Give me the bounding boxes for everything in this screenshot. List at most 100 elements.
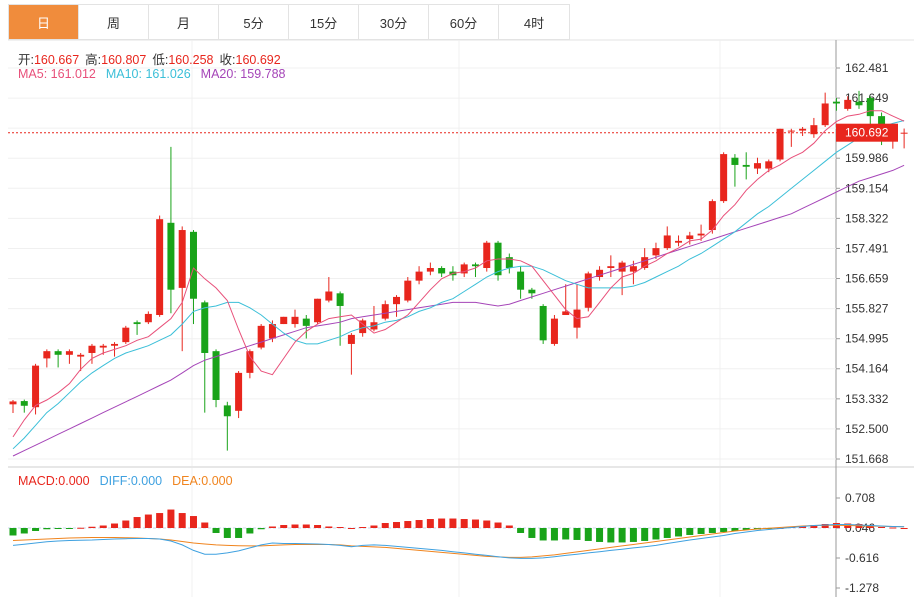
candle-body — [686, 235, 694, 240]
macd-histogram-bar — [122, 520, 130, 528]
tab-6[interactable]: 60分 — [429, 5, 499, 39]
candle-body — [821, 103, 829, 126]
candle-body — [460, 264, 468, 274]
macd-histogram-bar — [370, 525, 378, 528]
macd-histogram-bar — [866, 525, 874, 528]
candle-body — [426, 268, 434, 272]
ma-readout: MA5: 161.012 MA10: 161.026 MA20: 159.788 — [18, 67, 287, 81]
macd-histogram-bar — [517, 528, 525, 533]
candle-body — [483, 242, 491, 269]
macd-histogram-bar — [144, 514, 152, 528]
candle-body — [415, 271, 423, 281]
tab-0[interactable]: 日 — [9, 5, 79, 39]
macd-histogram-bar — [607, 528, 615, 543]
ma10-line — [12, 120, 905, 450]
macd-histogram-bar — [449, 518, 457, 528]
macd-histogram-bar — [900, 528, 908, 529]
price-tick-label: 153.332 — [845, 392, 889, 406]
macd-tick-label: -1.278 — [845, 581, 879, 595]
price-tick-label: 159.154 — [845, 181, 889, 195]
macd-histogram-bar — [460, 519, 468, 528]
candle-body — [629, 266, 637, 272]
macd-histogram-bar — [178, 513, 186, 528]
last-price-label: 160.692 — [845, 126, 889, 140]
macd-histogram-bar — [189, 516, 197, 528]
candle-body — [663, 235, 671, 249]
ma10-value: 161.026 — [145, 67, 191, 81]
open-label: 开: — [18, 53, 34, 67]
price-tick-label: 154.164 — [845, 362, 889, 376]
macd-histogram-bar — [426, 519, 434, 528]
macd-histogram-bar — [663, 528, 671, 538]
macd-histogram-bar — [291, 524, 299, 528]
candle-body — [246, 351, 254, 373]
tab-1[interactable]: 周 — [79, 5, 149, 39]
macd-histogram-bar — [629, 528, 637, 542]
candle-body — [776, 128, 784, 160]
macd-histogram-bar — [20, 528, 28, 534]
candle-body — [641, 257, 649, 269]
price-tick-label: 154.995 — [845, 332, 889, 346]
candle-body — [528, 289, 536, 294]
candle-body — [314, 298, 322, 323]
tab-2[interactable]: 月 — [149, 5, 219, 39]
candle-body — [122, 327, 130, 343]
macd-histogram-bar — [652, 528, 660, 540]
macd-histogram-bar — [697, 528, 705, 534]
tab-5[interactable]: 30分 — [359, 5, 429, 39]
macd-histogram-bar — [54, 528, 62, 529]
price-tick-label: 158.322 — [845, 211, 889, 225]
macd-histogram-bar — [212, 528, 220, 533]
macd-histogram-bar — [32, 528, 40, 531]
diff-label: DIFF: — [99, 474, 131, 488]
candle-body — [562, 311, 570, 316]
macd-tick-label: 0.708 — [845, 491, 875, 505]
candle-body — [144, 313, 152, 323]
macd-histogram-bar — [494, 522, 502, 528]
candle-body — [268, 324, 276, 339]
candle-body — [720, 154, 728, 202]
macd-histogram-bar — [415, 520, 423, 528]
candle-body — [43, 351, 51, 359]
macd-histogram-bar — [235, 528, 243, 538]
macd-histogram-bar — [302, 524, 310, 528]
tab-7[interactable]: 4时 — [523, 15, 545, 31]
candle-body — [787, 130, 795, 132]
candle-body — [257, 325, 265, 348]
high-value: 160.807 — [101, 53, 147, 67]
candle-body — [291, 316, 299, 325]
candle-body — [799, 128, 807, 131]
candle-body — [65, 351, 73, 355]
macd-histogram-bar — [596, 528, 604, 542]
price-tick-label: 155.827 — [845, 302, 889, 316]
ma20-line — [12, 164, 905, 457]
tab-4[interactable]: 15分 — [289, 5, 359, 39]
candle-body — [855, 101, 863, 106]
macd-histogram-bar — [731, 528, 739, 531]
macd-histogram-bar — [111, 523, 119, 528]
candle-body — [20, 401, 28, 406]
diff-value: 0.000 — [130, 474, 163, 488]
candle-body — [742, 164, 750, 167]
last-price-tag — [836, 123, 898, 142]
candle-body — [347, 334, 355, 344]
tab-3[interactable]: 5分 — [219, 5, 289, 39]
price-tick-label: 156.659 — [845, 272, 889, 286]
macd-histogram-bar — [257, 528, 265, 530]
ma10-label: MA10: — [105, 67, 142, 81]
candle-body — [731, 157, 739, 165]
ma20-label: MA20: — [200, 67, 237, 81]
candle-body — [9, 401, 17, 405]
candle-body — [235, 372, 243, 411]
candle-body — [336, 293, 344, 306]
candle-body — [404, 280, 412, 301]
macd-histogram-bar — [393, 522, 401, 528]
macd-histogram-bar — [641, 528, 649, 541]
macd-histogram-bar — [471, 519, 479, 528]
macd-histogram-bar — [720, 528, 728, 532]
candle-body — [652, 248, 660, 256]
price-tick-label: 152.500 — [845, 422, 889, 436]
open-value: 160.667 — [33, 53, 80, 67]
dea-label: DEA: — [172, 474, 202, 488]
